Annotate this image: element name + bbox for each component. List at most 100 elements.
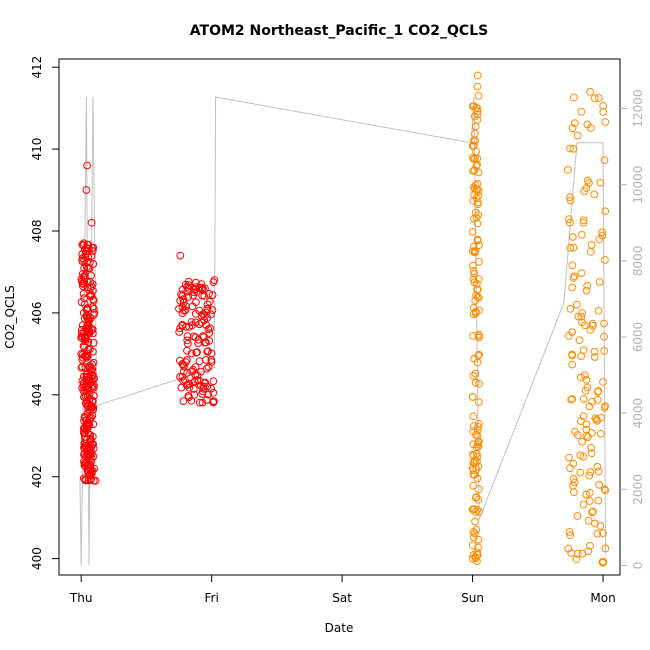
data-point-s1-g0-114 [475, 241, 483, 250]
data-point-s0-g0-130 [79, 280, 87, 288]
data-point-s0-g0-145 [85, 317, 93, 326]
data-point-s1-g1-56 [589, 321, 597, 330]
data-point-s0-g2-140 [175, 304, 183, 313]
data-point-s0-g1-86 [86, 434, 95, 443]
data-point-s1-g1-17 [564, 166, 572, 174]
data-point-s0-g2-125 [180, 306, 188, 315]
y2-tick-label-6: 12000 [631, 89, 645, 127]
data-point-s0-g2-98 [199, 310, 207, 319]
data-point-s1-g0-139 [470, 247, 479, 256]
data-point-s0-g2-35 [187, 349, 196, 358]
y2-tick-label-2: 4000 [631, 398, 645, 429]
data-point-s0-g2-113 [176, 324, 184, 333]
data-point-s0-g2-105 [209, 398, 217, 406]
data-point-s1-g0-85 [469, 533, 478, 542]
data-point-s1-g1-55 [568, 328, 577, 337]
data-point-s0-g0-104 [79, 289, 88, 298]
data-point-s1-g0-12 [474, 543, 483, 552]
data-point-s1-g0-123 [469, 412, 478, 421]
data-point-s1-g1-41 [567, 549, 576, 557]
data-point-s1-g1-133 [565, 528, 574, 536]
data-point-s1-g0-91 [473, 104, 482, 113]
data-point-s0-g2-19 [203, 300, 212, 309]
data-point-s0-g1-122 [80, 393, 89, 401]
data-point-s1-g0-106 [469, 167, 478, 176]
data-point-s1-g1-76 [579, 500, 588, 509]
data-point-s1-g0-37 [468, 228, 477, 236]
data-point-s1-g1-146 [596, 522, 605, 530]
data-point-s0-g2-116 [201, 338, 209, 347]
data-point-s1-g0-95 [473, 107, 482, 116]
data-point-s0-g2-101 [178, 291, 187, 300]
data-point-s1-g1-136 [582, 286, 591, 295]
data-point-s1-g1-80 [576, 373, 585, 382]
data-point-s0-g1-140 [90, 374, 99, 383]
data-point-s1-g0-50 [473, 505, 482, 514]
data-point-s1-g1-98 [584, 516, 593, 525]
data-point-s1-g0-35 [474, 485, 483, 494]
data-point-s1-g1-25 [590, 347, 599, 356]
data-point-s1-g1-138 [595, 480, 604, 489]
data-point-s1-g1-105 [569, 274, 578, 282]
data-point-s0-g0-135 [87, 282, 96, 291]
data-point-s1-g0-113 [469, 427, 478, 436]
data-point-s0-g0-52 [77, 364, 86, 372]
data-point-s1-g1-116 [579, 346, 588, 355]
data-point-s1-g0-115 [472, 194, 481, 203]
data-point-s0-g2-103 [182, 358, 190, 367]
data-point-s1-g0-10 [475, 350, 483, 359]
data-point-s1-g0-80 [474, 398, 483, 407]
data-point-s1-g1-109 [568, 261, 577, 270]
data-point-s0-g2-114 [180, 367, 188, 376]
data-point-s1-g1-90 [569, 145, 578, 153]
data-point-s0-g1-111 [83, 378, 91, 387]
data-point-s0-g2-131 [203, 304, 212, 313]
data-point-s1-g1-131 [566, 193, 574, 202]
data-point-s1-g1-94 [590, 190, 599, 199]
data-point-s1-g1-35 [578, 230, 586, 239]
data-point-s1-g1-57 [587, 443, 596, 452]
data-point-s0-g2-89 [176, 373, 184, 381]
data-point-s1-g1-91 [568, 283, 577, 292]
data-point-s0-g0-99 [86, 362, 94, 370]
data-point-s1-g0-102 [473, 292, 482, 301]
data-point-s1-g1-97 [586, 468, 595, 476]
data-point-s0-g0-95 [88, 280, 97, 289]
data-point-s1-g1-60 [580, 371, 589, 380]
data-point-s1-g1-61 [594, 94, 603, 102]
data-point-s1-g0-135 [468, 541, 477, 550]
data-point-s1-g1-40 [596, 178, 605, 187]
y2-tick-label-4: 8000 [631, 246, 645, 277]
data-point-s0-g1-139 [89, 420, 98, 429]
data-point-s1-g1-92 [600, 347, 609, 355]
data-point-s0-g0-146 [87, 218, 96, 227]
data-point-s1-g1-108 [566, 218, 574, 227]
data-point-s0-g0-128 [87, 326, 96, 334]
data-point-s1-g1-54 [576, 468, 585, 477]
data-point-s0-g0-138 [89, 297, 98, 305]
data-point-s0-g2-117 [208, 291, 217, 299]
data-point-s0-g2-54 [205, 329, 214, 337]
data-point-s1-g1-10 [601, 207, 610, 216]
data-point-s0-g0-118 [82, 353, 91, 362]
data-point-s1-g1-144 [586, 87, 594, 96]
data-point-s0-g0-147 [89, 329, 97, 338]
data-point-s1-g0-129 [470, 278, 479, 287]
data-point-s1-g0-133 [471, 369, 480, 378]
data-point-s0-g2-64 [199, 333, 208, 342]
data-point-s1-g1-15 [589, 507, 597, 516]
data-point-s0-g2-86 [183, 368, 192, 377]
data-point-s0-g2-122 [191, 370, 200, 379]
data-point-s1-g1-33 [587, 241, 596, 249]
data-point-s1-g1-96 [578, 309, 586, 317]
data-point-s1-g1-106 [586, 541, 594, 550]
data-point-s0-g0-131 [85, 244, 93, 253]
data-point-s1-g1-19 [593, 529, 602, 538]
data-point-s0-g0-108 [88, 360, 96, 369]
data-point-s1-g1-34 [577, 107, 586, 116]
data-point-s0-g0-51 [89, 347, 97, 356]
data-point-s1-g0-32 [469, 267, 478, 276]
data-point-s1-g1-58 [594, 496, 603, 505]
data-point-s0-g1-141 [91, 476, 100, 485]
data-point-s1-g1-124 [575, 336, 584, 345]
